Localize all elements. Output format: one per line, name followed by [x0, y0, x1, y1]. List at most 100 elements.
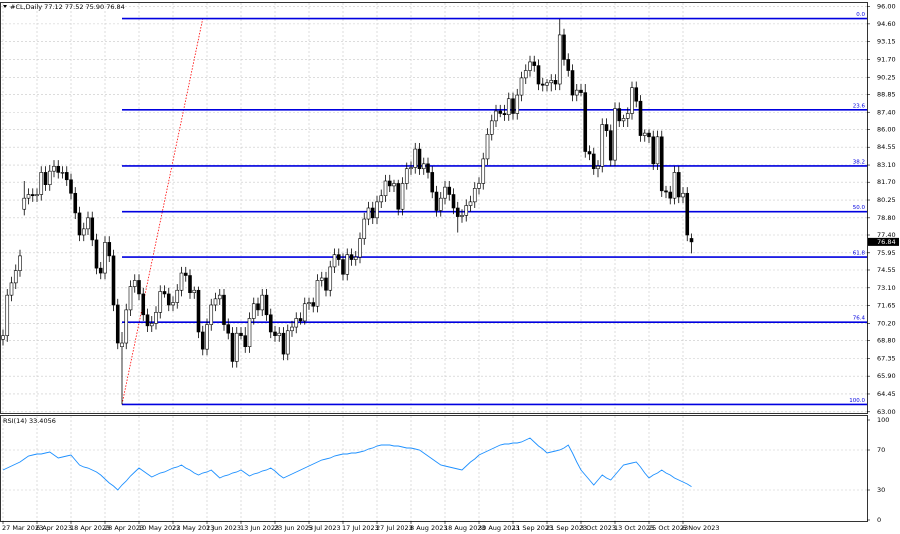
candle-body: [132, 280, 137, 287]
x-tick-label: 27 Jul 2023: [376, 524, 413, 532]
y-tick-label: 81.70: [877, 178, 896, 186]
candle-body: [60, 172, 65, 174]
candle-body: [617, 108, 622, 122]
candle-body: [472, 188, 477, 203]
x-tick-label: 13 Oct 2023: [614, 524, 654, 532]
candle-body: [192, 289, 197, 294]
candle-body: [107, 242, 112, 257]
candle-body: [319, 277, 324, 281]
y-tick-label: 94.60: [877, 20, 896, 28]
candle-body: [579, 89, 583, 93]
candle-body: [230, 332, 235, 362]
candle-body: [302, 303, 307, 322]
candle-body: [387, 180, 392, 187]
candle-body: [111, 255, 116, 306]
candle-body: [383, 180, 388, 197]
candle-body: [47, 170, 52, 185]
y-tick-label: 93.15: [877, 38, 896, 46]
candle-body: [9, 282, 14, 296]
candle-body: [298, 318, 303, 322]
y-tick-label: 65.90: [877, 372, 896, 380]
y-tick-label: 84.55: [877, 143, 896, 151]
x-tick-label: 18 Aug 2023: [444, 524, 486, 532]
candle-body: [426, 163, 430, 173]
candle-body: [226, 324, 231, 334]
y-tick-label: 87.40: [877, 108, 896, 116]
candle-body: [621, 118, 626, 122]
candle-body: [430, 172, 435, 193]
symbol-icon: [3, 5, 7, 8]
candle-body: [64, 172, 69, 181]
candle-body: [94, 239, 99, 269]
candle-body: [494, 110, 498, 122]
x-tick-label: 27 Mar 2023: [2, 524, 43, 532]
candle-body: [511, 98, 515, 114]
candle-body: [647, 132, 651, 138]
x-tick-label: 22 May 2023: [172, 524, 214, 532]
candle-body: [404, 168, 409, 184]
x-tick-label: 17 Jul 2023: [342, 524, 379, 532]
candle-body: [90, 217, 95, 241]
candle-body: [145, 314, 150, 327]
candle-body: [294, 318, 299, 328]
y-tick-label: 90.25: [877, 73, 896, 81]
candle-body: [349, 254, 354, 260]
candle-body: [630, 87, 634, 114]
candle-body: [443, 186, 447, 199]
candle-body: [73, 192, 78, 214]
candle-body: [502, 113, 507, 116]
x-tick-label: 10 May 2023: [138, 524, 180, 532]
candle-body: [685, 192, 690, 236]
candle-body: [86, 217, 90, 230]
price-tag-label: 76.84: [877, 238, 896, 246]
candle-body: [540, 83, 545, 86]
x-tick-label: 30 Aug 2023: [478, 524, 520, 532]
candle-body: [557, 34, 562, 85]
candle-body: [587, 151, 592, 155]
candle-body: [642, 132, 647, 136]
candle-body: [451, 194, 456, 209]
y-tick-label: 77.40: [877, 231, 896, 239]
candle-body: [600, 124, 605, 167]
candle-body: [26, 194, 31, 199]
candle-body: [604, 124, 609, 131]
candle-body: [515, 94, 520, 114]
candle-body: [549, 80, 554, 84]
candle-body: [43, 172, 48, 185]
candle-body: [528, 61, 532, 71]
candle-body: [81, 228, 86, 236]
y-tick-label: 91.70: [877, 55, 896, 63]
fib-level-label: 50.0: [853, 205, 866, 211]
candle-body: [655, 136, 660, 165]
y-tick-label: 71.65: [877, 302, 896, 310]
fib-level-label: 0.0: [856, 12, 865, 18]
fib-level-label: 76.4: [853, 316, 866, 322]
candle-body: [498, 110, 503, 114]
candle-body: [183, 272, 188, 276]
candle-body: [638, 100, 643, 136]
candle-body: [77, 212, 82, 236]
candle-body: [460, 215, 464, 217]
candle-body: [213, 298, 218, 306]
chart-title: #CL,Daily 77.12 77.52 75.90 76.84: [10, 3, 125, 11]
price-tag: [868, 237, 899, 246]
candle-body: [234, 332, 239, 362]
y-tick-label: 73.10: [877, 284, 896, 292]
candle-body: [345, 254, 350, 275]
x-tick-label: 25 Oct 2023: [648, 524, 688, 532]
candle-body: [35, 194, 39, 197]
y-tick-label: 75.95: [877, 249, 896, 257]
rsi-tick-label: 100: [877, 416, 889, 424]
candle-body: [659, 136, 664, 192]
candle-body: [1, 335, 5, 340]
candle-body: [98, 267, 103, 274]
plot: 0.0 23.6 38.2 50.0 61.8 76.4 100.0: [1, 12, 867, 491]
candle-body: [285, 330, 290, 355]
fib-level-label: 38.2: [853, 159, 865, 165]
candle-body: [277, 332, 282, 336]
candle-body: [336, 254, 341, 260]
candle-body: [681, 192, 685, 198]
candle-body: [256, 303, 260, 311]
candle-body: [375, 201, 379, 219]
